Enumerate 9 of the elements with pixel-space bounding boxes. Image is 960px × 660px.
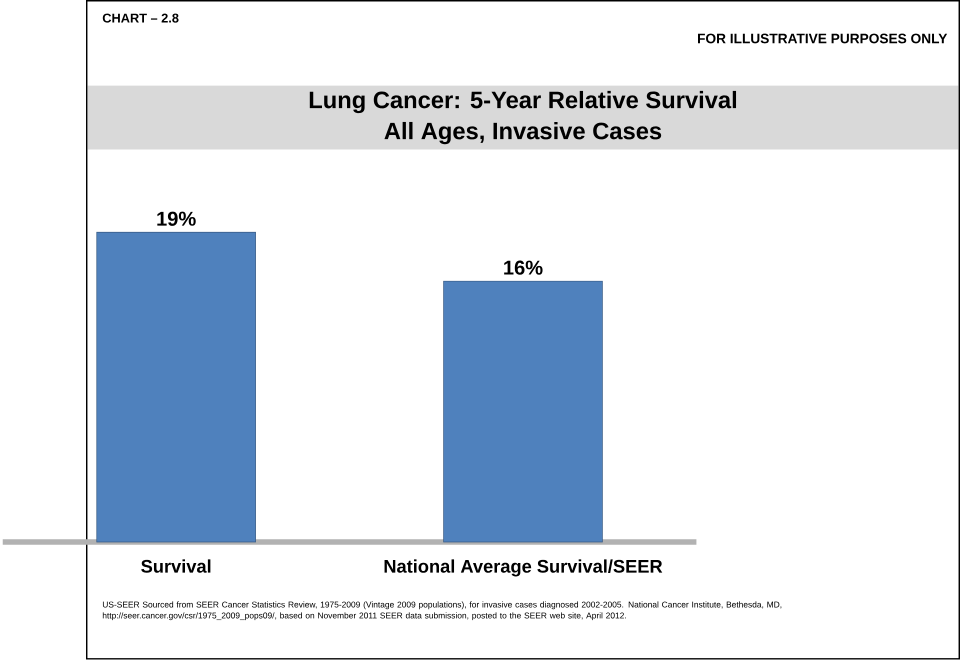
chart-title: Lung Cancer: 5-Year Relative Survival [310, 91, 736, 114]
text: FOR ILLUSTRATIVE PURPOSES ONLY [698, 34, 948, 44]
x-tick-label: National Average Survival/SEER [384, 560, 662, 577]
text: CHART – 2.8 [102, 14, 179, 23]
x-tick-label: Survival [141, 560, 210, 574]
chart-subtitle: All Ages, Invasive Cases [384, 122, 662, 144]
text: US-SEER Sourced from SEER Cancer Statistics Review, 1975-2009 (Vintage 2009 populations), for invasive cases diagnosed 2002-2005. National Cancer Institute, Bethesda, MD, http://seer.cancer.gov/csr/1975_2009_pops09/, based on November 2011 SEER data submission, posted to the SEER web site, April 2012. [102, 602, 782, 620]
data-label: 19% [157, 212, 196, 226]
data-label: 16% [504, 260, 543, 275]
